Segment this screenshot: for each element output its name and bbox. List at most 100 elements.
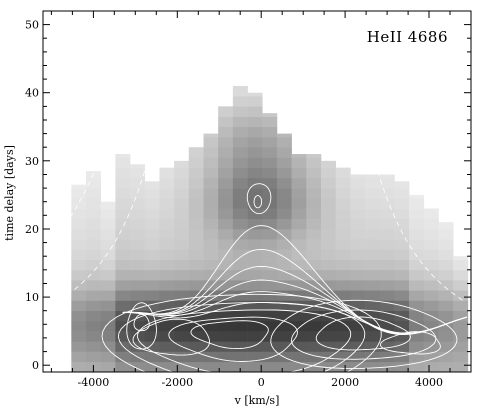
heatmap-cell	[203, 133, 219, 138]
heatmap-cell	[218, 280, 234, 291]
heatmap-cell	[203, 177, 219, 189]
heatmap-cell	[218, 320, 234, 332]
heatmap-cell	[159, 341, 175, 352]
heatmap-cell	[232, 177, 248, 189]
heatmap-cell	[438, 269, 454, 281]
heatmap-cell	[379, 249, 395, 260]
heatmap-cell	[291, 249, 307, 260]
heatmap-cell	[247, 300, 263, 311]
heatmap-cell	[262, 269, 278, 281]
heatmap-cell	[262, 188, 278, 199]
heatmap-cell	[306, 290, 322, 301]
heatmap-cell	[144, 239, 160, 250]
heatmap-cell	[335, 208, 351, 220]
heatmap-cell	[130, 259, 146, 271]
heatmap-cell	[115, 331, 131, 342]
heatmap-cell	[409, 341, 425, 352]
heatmap-cell	[320, 351, 336, 363]
heatmap-cell	[306, 177, 322, 189]
y-tick-label: 10	[25, 291, 39, 304]
heatmap-cell	[394, 198, 410, 209]
heatmap-cell	[394, 228, 410, 240]
heatmap-cell	[335, 177, 351, 189]
dashed-contour	[348, 25, 463, 301]
heatmap-cell	[276, 320, 292, 332]
heatmap-cell	[291, 198, 307, 209]
heatmap-cell	[306, 154, 322, 158]
heatmap-cell	[218, 331, 234, 342]
heatmap-cell	[159, 351, 175, 363]
heatmap-cell	[203, 331, 219, 342]
heatmap-cell	[438, 228, 454, 240]
heatmap-cell	[100, 341, 116, 352]
heatmap-cell	[423, 361, 439, 372]
heatmap-cell	[130, 164, 146, 168]
heatmap-cell	[394, 320, 410, 332]
heatmap-cell	[409, 259, 425, 271]
heatmap-cell	[247, 157, 263, 168]
heatmap-cell	[453, 320, 469, 332]
heatmap-cell	[320, 290, 336, 301]
heatmap-cell	[100, 361, 116, 372]
heatmap-cell	[174, 351, 190, 363]
heatmap-cell	[86, 171, 101, 179]
heatmap-cell	[320, 259, 336, 271]
heatmap-cell	[262, 177, 278, 189]
heatmap-cell	[262, 157, 278, 168]
heatmap-cell	[71, 188, 87, 199]
heatmap-cell	[218, 137, 234, 148]
heatmap-cell	[203, 310, 219, 322]
heatmap-cell	[188, 147, 204, 158]
heatmap-cell	[86, 239, 101, 250]
heatmap-cell	[379, 228, 395, 240]
heatmap-cell	[453, 351, 469, 363]
heatmap-cell	[71, 198, 87, 209]
heatmap-cell	[115, 177, 131, 189]
heatmap-cell	[174, 269, 190, 281]
heatmap-cell	[394, 290, 410, 301]
heatmap-cell	[409, 280, 425, 291]
heatmap-cell	[365, 228, 381, 240]
heatmap-cell	[320, 280, 336, 291]
y-tick-label: 20	[25, 223, 39, 236]
heatmap-cell	[232, 167, 248, 179]
heatmap-cell	[394, 269, 410, 281]
heatmap-cell	[409, 228, 425, 240]
heatmap-cell	[350, 188, 366, 199]
heatmap-cell	[306, 249, 322, 260]
heatmap-cell	[203, 147, 219, 158]
heatmap-cell	[203, 259, 219, 271]
y-tick-label: 50	[25, 19, 39, 32]
heatmap-cell	[438, 310, 454, 322]
heatmap-cell	[438, 361, 454, 372]
heatmap-cell	[130, 208, 146, 220]
x-tick-label: 0	[258, 376, 265, 389]
heatmap-cell	[159, 249, 175, 260]
heatmap-cell	[409, 218, 425, 230]
heatmap-cell	[218, 351, 234, 363]
heatmap-cell	[144, 181, 160, 189]
heatmap-cell	[247, 96, 263, 107]
heatmap-cell	[159, 269, 175, 281]
heatmap-cell	[232, 249, 248, 260]
heatmap-cell	[232, 269, 248, 281]
heatmap-cell	[232, 351, 248, 363]
heatmap-cell	[232, 331, 248, 342]
heatmap-cell	[320, 177, 336, 189]
contour-lines	[59, 24, 467, 372]
heatmap-cell	[144, 331, 160, 342]
heatmap-cell	[438, 280, 454, 291]
heatmap-cell	[394, 331, 410, 342]
heatmap-cell	[174, 208, 190, 220]
heatmap-cell	[86, 310, 101, 322]
heatmap-cell	[71, 239, 87, 250]
heatmap-cell	[423, 228, 439, 240]
heatmap-cell	[262, 228, 278, 240]
heatmap-cell	[306, 259, 322, 271]
heatmap-cell	[247, 177, 263, 189]
heatmap-cell	[379, 280, 395, 291]
heatmap-cell	[174, 290, 190, 301]
heatmap-cell	[291, 341, 307, 352]
heatmap-cell	[350, 198, 366, 209]
heatmap-cell	[218, 239, 234, 250]
